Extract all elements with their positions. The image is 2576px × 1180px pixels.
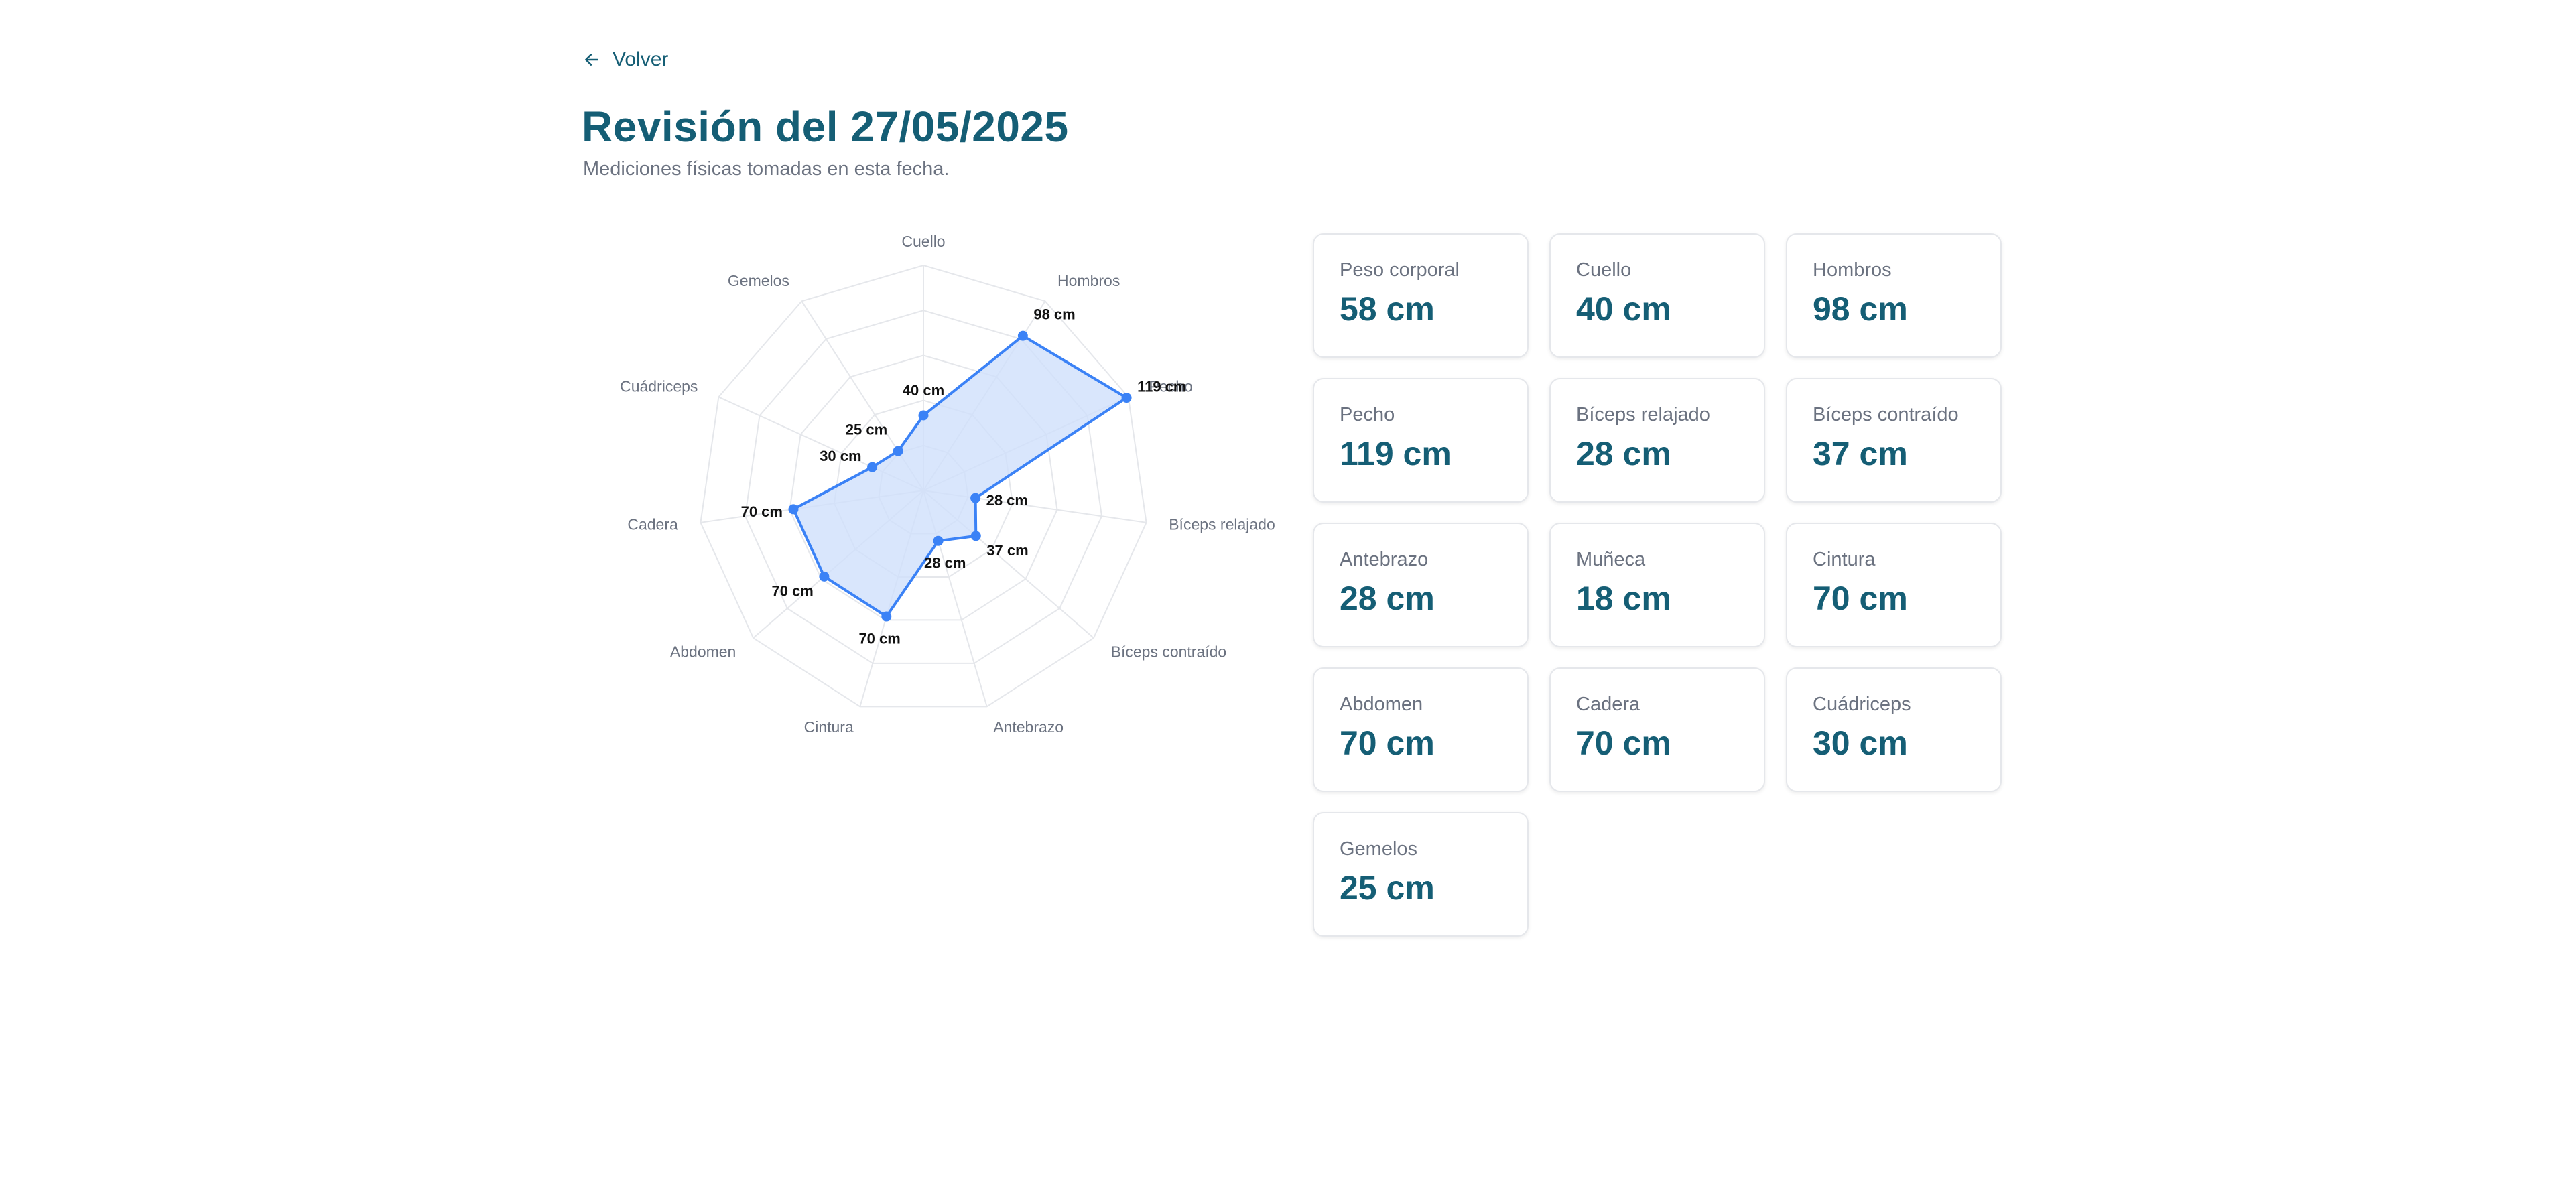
measurement-card: Bíceps contraído 37 cm (1786, 378, 2002, 503)
measurement-card: Cintura 70 cm (1786, 523, 2002, 647)
radar-axis-label: Cintura (804, 718, 854, 736)
measurement-label: Gemelos (1340, 838, 1418, 860)
measurement-label: Peso corporal (1340, 259, 1460, 281)
radar-value-label: 28 cm (986, 492, 1028, 509)
measurement-label: Cintura (1813, 549, 1876, 570)
page-title: Revisión del 27/05/2025 (582, 103, 1069, 151)
measurement-card: Cadera 70 cm (1549, 667, 1765, 792)
measurement-card: Cuádriceps 30 cm (1786, 667, 2002, 792)
measurement-value: 70 cm (1813, 579, 1908, 617)
radar-value-label: 98 cm (1033, 306, 1075, 323)
radar-data-point (867, 462, 878, 472)
measurement-label: Hombros (1813, 259, 1892, 281)
radar-value-label: 70 cm (741, 503, 783, 520)
measurement-card: Peso corporal 58 cm (1313, 233, 1529, 358)
measurement-value: 70 cm (1340, 724, 1435, 762)
radar-value-label: 70 cm (771, 583, 813, 600)
radar-data-point (881, 611, 892, 622)
radar-axis-label: Abdomen (670, 643, 736, 660)
radar-series-area (791, 334, 1129, 618)
measurement-value: 28 cm (1576, 434, 1671, 472)
back-link-label: Volver (613, 48, 669, 70)
measurement-label: Antebrazo (1340, 549, 1429, 570)
measurement-card: Muñeca 18 cm (1549, 523, 1765, 647)
radar-value-label: 30 cm (820, 448, 861, 464)
radar-data-point (819, 571, 830, 582)
measurement-value: 18 cm (1576, 579, 1671, 617)
measurement-label: Pecho (1340, 404, 1395, 425)
radar-data-point (1017, 330, 1028, 341)
measurement-label: Cuello (1576, 259, 1632, 281)
measurement-value: 58 cm (1340, 289, 1435, 328)
measurement-cards: Peso corporal 58 cm Cuello 40 cm Hombros… (1313, 233, 2002, 937)
measurement-value: 28 cm (1340, 579, 1435, 617)
radar-axis-label: Cuádriceps (620, 377, 698, 395)
measurement-card: Hombros 98 cm (1786, 233, 2002, 358)
radar-axis-label: Antebrazo (993, 718, 1064, 736)
radar-data-point (893, 446, 903, 456)
radar-value-label: 25 cm (846, 421, 887, 438)
radar-axis-label: Gemelos (728, 272, 789, 289)
radar-value-label: 37 cm (986, 542, 1028, 559)
measurement-label: Abdomen (1340, 694, 1423, 715)
measurement-label: Bíceps contraído (1813, 404, 1959, 425)
measurement-label: Muñeca (1576, 549, 1646, 570)
measurement-value: 25 cm (1340, 868, 1435, 907)
measurement-card: Abdomen 70 cm (1313, 667, 1529, 792)
measurement-value: 119 cm (1340, 434, 1452, 472)
radar-chart: Cuello Hombros Pecho Bíceps relajado Bíceps … (620, 233, 1275, 736)
radar-axis-label: Bíceps contraído (1111, 643, 1227, 660)
arrow-left-icon (585, 54, 598, 66)
back-link[interactable]: Volver (583, 48, 668, 71)
measurement-card: Cuello 40 cm (1549, 233, 1765, 358)
radar-axis-label: Cadera (627, 516, 678, 533)
measurement-value: 30 cm (1813, 724, 1908, 762)
radar-data-point (1121, 393, 1132, 403)
measurement-card: Bíceps relajado 28 cm (1549, 378, 1765, 503)
radar-grid-ring (700, 264, 1147, 708)
measurement-card: Antebrazo 28 cm (1313, 523, 1529, 647)
measurement-label: Bíceps relajado (1576, 404, 1710, 425)
radar-axis-label: Bíceps relajado (1169, 516, 1275, 533)
radar-value-label: 40 cm (903, 382, 944, 399)
radar-data-point (918, 410, 929, 421)
radar-data-point (788, 504, 799, 515)
measurement-value: 40 cm (1576, 289, 1671, 328)
measurement-card: Gemelos 25 cm (1313, 812, 1529, 937)
radar-data-point (970, 531, 981, 541)
radar-value-label: 28 cm (924, 555, 966, 572)
measurement-label: Cadera (1576, 694, 1640, 715)
measurement-label: Cuádriceps (1813, 694, 1911, 715)
measurement-card: Pecho 119 cm (1313, 378, 1529, 503)
radar-value-label: 70 cm (858, 630, 900, 647)
page-subtitle: Mediciones físicas tomadas en esta fecha… (583, 158, 950, 180)
measurement-value: 70 cm (1576, 724, 1671, 762)
measurement-value: 98 cm (1813, 289, 1908, 328)
measurement-value: 37 cm (1813, 434, 1908, 472)
radar-value-label: 119 cm (1137, 378, 1186, 395)
radar-data-point (933, 535, 944, 546)
radar-axis-label: Cuello (901, 233, 945, 250)
radar-axis-label: Hombros (1057, 272, 1120, 289)
radar-data-point (970, 493, 981, 503)
radar-axis-label: Pecho (1149, 377, 1193, 395)
